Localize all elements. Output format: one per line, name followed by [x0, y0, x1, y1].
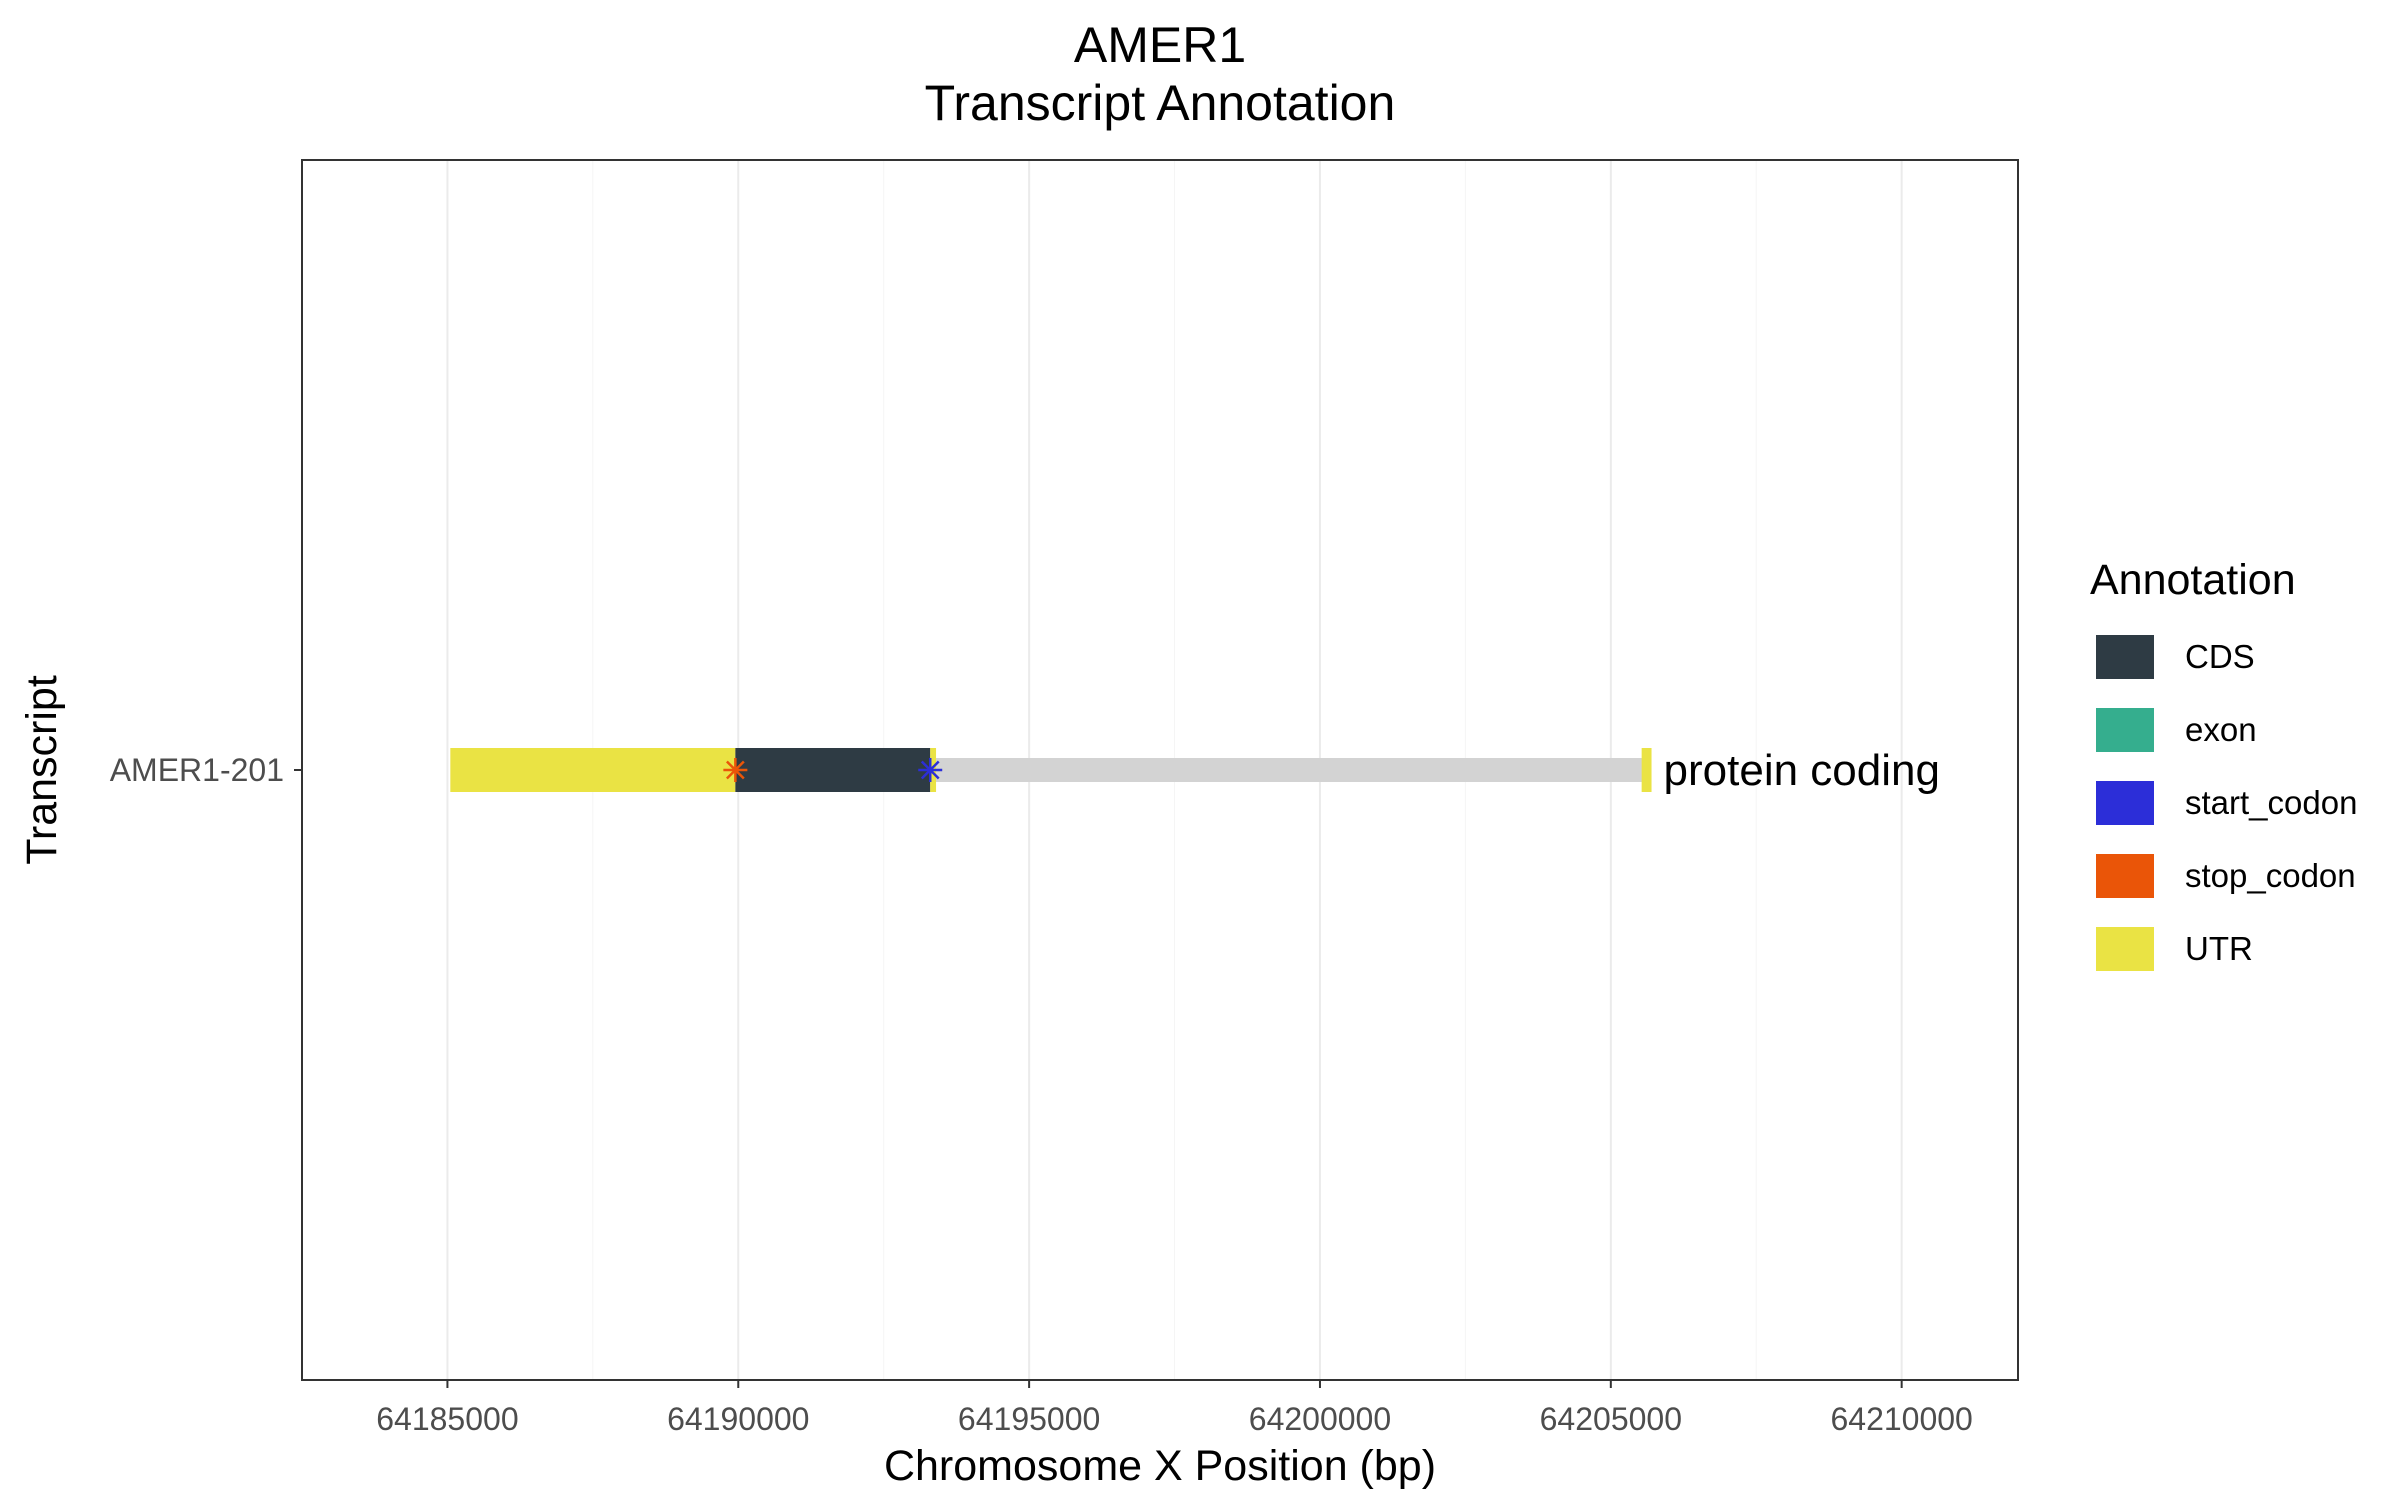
legend-label: CDS: [2185, 638, 2255, 675]
x-tick-label: 64200000: [1249, 1401, 1391, 1437]
x-axis-ticks: 64185000 64190000 64195000 64200000 64205000…: [376, 1380, 1973, 1437]
segment-cds: [735, 748, 931, 792]
x-tick-label: 64210000: [1830, 1401, 1972, 1437]
legend-label: start_codon: [2185, 784, 2357, 821]
transcript-type-label: protein coding: [1664, 746, 1940, 795]
x-axis-title: Chromosome X Position (bp): [884, 1442, 1436, 1490]
legend-swatch-exon: [2096, 708, 2154, 752]
segment-utr: [1641, 748, 1652, 792]
x-tick-label: 64195000: [958, 1401, 1100, 1437]
codon-start-codon: [918, 758, 943, 782]
chart-title-line2: Transcript Annotation: [925, 75, 1396, 131]
legend-title: Annotation: [2090, 556, 2296, 604]
y-tick-label: AMER1-201: [110, 752, 284, 788]
chart-title-line1: AMER1: [1074, 17, 1246, 73]
x-tick-label: 64205000: [1540, 1401, 1682, 1437]
codon-stop-codon: [723, 758, 748, 782]
legend-label: UTR: [2185, 930, 2253, 967]
y-axis-ticks: AMER1-201: [110, 752, 302, 788]
legend: Annotation CDS exon start_codon stop_codon U…: [2090, 556, 2357, 971]
y-axis-title: Transcript: [18, 675, 66, 865]
legend-label: stop_codon: [2185, 857, 2356, 894]
x-tick-label: 64190000: [667, 1401, 809, 1437]
legend-swatch-utr: [2096, 927, 2154, 971]
plot-marks: protein coding: [450, 746, 1940, 795]
x-tick-label: 64185000: [376, 1401, 518, 1437]
legend-label: exon: [2185, 711, 2257, 748]
segment-utr: [450, 748, 736, 792]
legend-swatch-start-codon: [2096, 781, 2154, 825]
legend-swatch-cds: [2096, 635, 2154, 679]
intron-line: [933, 758, 1643, 782]
legend-swatch-stop-codon: [2096, 854, 2154, 898]
